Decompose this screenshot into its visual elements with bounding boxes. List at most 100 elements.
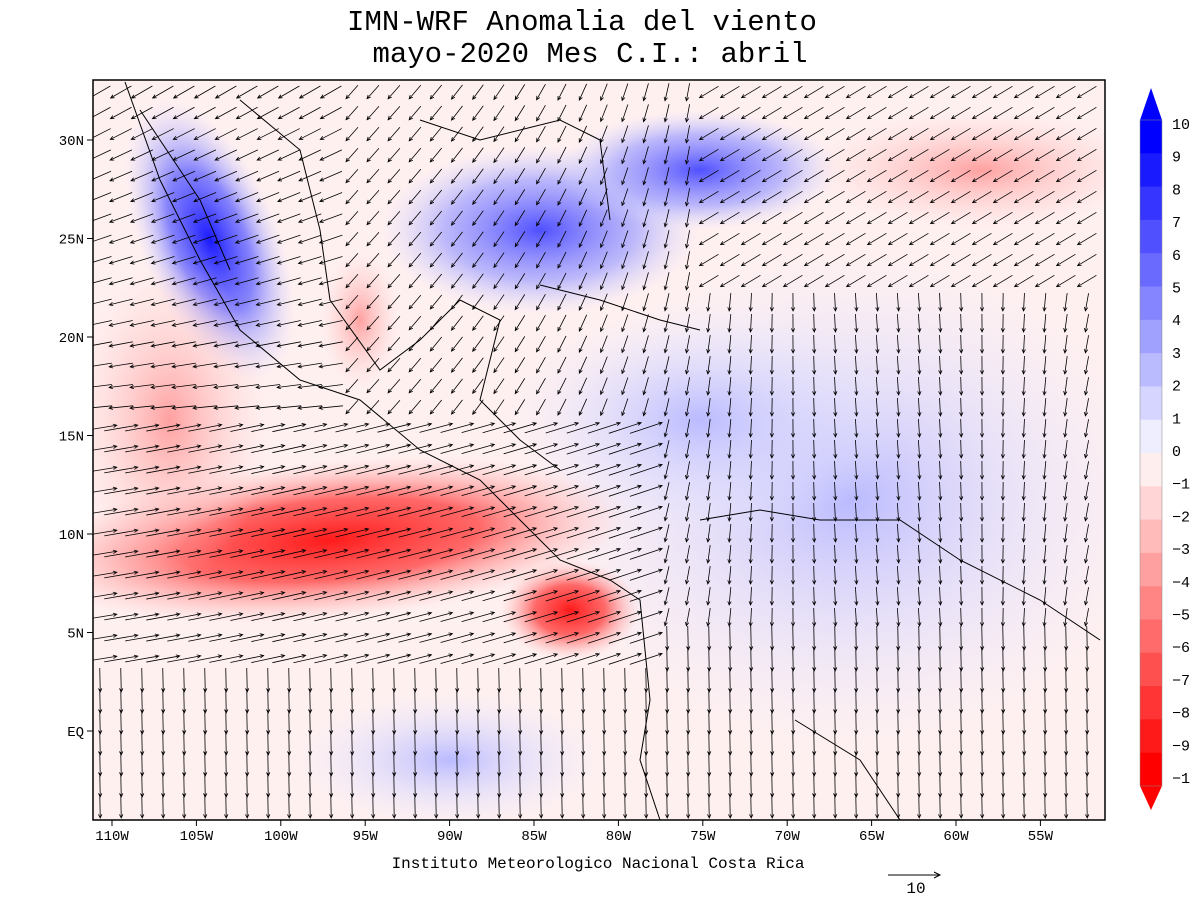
colorbar-label: 7 xyxy=(1172,215,1181,232)
wind-vector xyxy=(287,793,292,819)
wind-vector xyxy=(293,464,328,475)
wind-vector xyxy=(146,570,181,579)
wind-vector xyxy=(824,106,845,120)
wind-vector xyxy=(140,709,145,735)
lon-tick-label: 95W xyxy=(353,829,379,845)
wind-vector xyxy=(1063,419,1068,438)
wind-vector xyxy=(600,188,608,207)
wind-vector xyxy=(854,730,859,756)
wind-vector xyxy=(833,418,838,438)
wind-vector xyxy=(854,523,859,543)
wind-vector xyxy=(621,293,629,312)
wind-vector xyxy=(224,772,229,798)
wind-vector xyxy=(728,709,733,735)
wind-vector xyxy=(224,793,229,819)
wind-vector xyxy=(235,128,258,140)
wind-vector xyxy=(104,486,139,495)
wind-vector xyxy=(684,398,690,417)
wind-vector xyxy=(1022,688,1027,714)
wind-vector xyxy=(1063,440,1068,459)
wind-vector xyxy=(398,506,433,517)
wind-vector xyxy=(93,149,112,161)
wind-vector xyxy=(578,230,588,249)
wind-vector xyxy=(172,192,196,203)
wind-vector xyxy=(971,274,992,288)
wind-vector xyxy=(524,611,559,623)
wind-vector xyxy=(192,384,217,390)
wind-vector xyxy=(419,632,454,643)
wind-vector xyxy=(623,751,628,777)
wind-vector xyxy=(854,418,859,438)
wind-vector xyxy=(472,105,484,122)
wind-vector xyxy=(875,292,880,312)
wind-vector xyxy=(1022,772,1027,798)
wind-vector xyxy=(875,565,880,585)
wind-vector xyxy=(727,293,732,312)
wind-vector xyxy=(429,336,443,352)
wind-vector xyxy=(1083,335,1089,354)
wind-vector xyxy=(408,315,422,331)
wind-vector xyxy=(129,341,154,348)
wind-vector xyxy=(587,631,622,644)
wind-vector xyxy=(845,85,866,99)
wind-vector xyxy=(1063,566,1068,585)
wind-vector xyxy=(812,607,817,627)
wind-vector xyxy=(251,549,286,558)
wind-vector xyxy=(419,527,454,538)
wind-vector xyxy=(557,83,567,101)
wind-vector xyxy=(266,793,271,819)
wind-vector xyxy=(297,256,322,265)
wind-vector xyxy=(146,654,181,663)
wind-vector xyxy=(854,292,859,312)
wind-vector xyxy=(130,106,153,120)
wind-vector xyxy=(472,189,484,206)
wind-vector xyxy=(276,341,301,348)
wind-vector xyxy=(161,688,166,714)
wind-vector xyxy=(845,253,866,267)
wind-vector xyxy=(161,709,166,735)
wind-vector xyxy=(98,688,103,714)
wind-vector xyxy=(440,632,475,643)
wind-vector xyxy=(1055,106,1076,120)
wind-vector xyxy=(980,688,985,714)
wind-vector xyxy=(706,545,711,564)
wind-vector xyxy=(761,253,782,267)
wind-vector xyxy=(887,169,908,183)
wind-vector xyxy=(642,398,649,417)
wind-vector xyxy=(251,528,286,537)
wind-vector xyxy=(335,443,370,454)
wind-vector xyxy=(255,362,280,369)
wind-vector xyxy=(557,167,567,185)
wind-vector xyxy=(1076,274,1097,288)
wind-vector xyxy=(314,485,349,496)
wind-vector xyxy=(150,362,175,369)
wind-vector xyxy=(707,667,712,693)
wind-vector xyxy=(93,128,111,140)
wind-vector xyxy=(875,439,880,459)
wind-vector xyxy=(419,443,454,454)
wind-vector xyxy=(1076,253,1097,267)
wind-vector xyxy=(171,256,196,265)
wind-vector xyxy=(213,213,238,223)
wind-vector xyxy=(429,294,443,310)
wind-vector xyxy=(642,377,649,396)
wind-vector xyxy=(663,398,670,417)
wind-vector xyxy=(875,688,880,714)
wind-vector xyxy=(959,688,964,714)
wind-vector xyxy=(256,106,279,120)
wind-vector xyxy=(1034,127,1055,141)
wind-vector xyxy=(706,524,711,543)
wind-vector xyxy=(235,149,259,161)
wind-vector xyxy=(1055,190,1076,204)
wind-vector xyxy=(234,405,259,410)
wind-vector xyxy=(980,646,985,672)
wind-vector xyxy=(266,751,271,777)
wind-vector xyxy=(728,730,733,756)
wind-vector xyxy=(108,362,133,369)
wind-vector xyxy=(938,625,943,651)
lon-tick-label: 80W xyxy=(606,829,632,845)
wind-vector xyxy=(503,443,538,455)
wind-vector xyxy=(308,709,313,735)
wind-vector xyxy=(213,256,238,265)
wind-vector xyxy=(497,751,502,777)
